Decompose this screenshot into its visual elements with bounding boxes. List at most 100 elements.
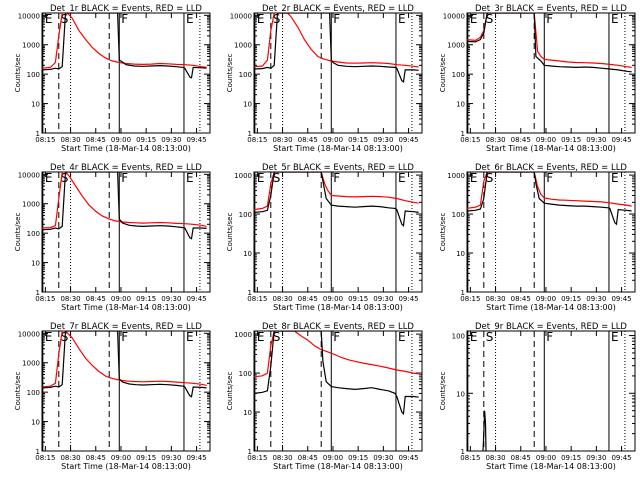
lld-series-line xyxy=(254,13,419,68)
y-tick-label: 1 xyxy=(36,448,40,456)
y-tick-label: 10000 xyxy=(18,171,40,179)
x-tick-label: 09:15 xyxy=(348,295,368,303)
y-tick-label: 1 xyxy=(461,289,465,297)
x-tick-label: 08:15 xyxy=(247,454,267,462)
y-tick-label: 10000 xyxy=(230,12,252,20)
y-axis-label: Counts/sec xyxy=(14,213,22,252)
y-tick-label: 1000 xyxy=(447,172,465,180)
time-marker-label: E xyxy=(45,330,53,344)
y-tick-label: 10 xyxy=(31,260,40,268)
time-marker-label: F xyxy=(121,330,128,344)
y-tick-label: 100 xyxy=(452,333,465,341)
time-marker-label: F xyxy=(546,12,553,26)
y-tick-label: 10 xyxy=(31,419,40,427)
x-tick-label: 08:15 xyxy=(460,454,480,462)
y-tick-label: 10 xyxy=(31,101,40,109)
y-tick-label: 1 xyxy=(36,130,40,138)
events-series-line xyxy=(467,172,632,226)
y-tick-label: 1000 xyxy=(22,201,40,209)
time-marker-label: E xyxy=(470,171,478,185)
x-tick-label: 08:15 xyxy=(247,295,267,303)
y-tick-label: 10000 xyxy=(443,12,465,20)
y-tick-label: 1 xyxy=(248,130,252,138)
x-tick-label: 09:00 xyxy=(111,454,131,462)
x-tick-label: 08:15 xyxy=(35,136,55,144)
plot-frame xyxy=(41,171,211,293)
time-marker-label: E xyxy=(186,171,194,185)
lld-series-line xyxy=(254,331,419,378)
y-tick-label: 100 xyxy=(452,211,465,219)
x-axis-label: Start Time (18-Mar-14 08:13:00) xyxy=(486,462,616,471)
x-tick-label: 09:30 xyxy=(373,295,393,303)
x-tick-label: 09:30 xyxy=(373,454,393,462)
x-tick-label: 09:45 xyxy=(186,136,206,144)
x-axis-label: Start Time (18-Mar-14 08:13:00) xyxy=(61,303,191,312)
x-tick-label: 08:45 xyxy=(86,295,106,303)
x-axis-label: Start Time (18-Mar-14 08:13:00) xyxy=(61,462,191,471)
y-tick-label: 10 xyxy=(456,101,465,109)
y-tick-label: 100 xyxy=(27,71,40,79)
detector-panel-4: 1 10 100 1000 10000 08:15 08:30 08:45 09:00 09:15… xyxy=(14,163,211,312)
x-tick-label: 08:45 xyxy=(298,295,318,303)
x-tick-label: 09:15 xyxy=(136,454,156,462)
x-tick-label: 09:30 xyxy=(373,136,393,144)
x-tick-label: 09:45 xyxy=(611,454,631,462)
y-axis-label: Counts/sec xyxy=(226,372,234,411)
y-tick-label: 1 xyxy=(36,289,40,297)
plot-frame xyxy=(253,330,423,452)
y-tick-label: 1 xyxy=(461,130,465,138)
y-tick-label: 10000 xyxy=(18,12,40,20)
time-marker-label: E xyxy=(470,12,478,26)
lld-series-line xyxy=(42,172,207,229)
time-marker-label: F xyxy=(546,330,553,344)
x-tick-label: 08:15 xyxy=(460,295,480,303)
time-marker-label: E xyxy=(611,330,619,344)
y-tick-label: 1 xyxy=(461,448,465,456)
detector-panel-8: 1 10 100 1000 08:15 08:30 08:45 09:00 09:15 09:30… xyxy=(226,322,423,471)
detector-panel-5: 1 10 100 1000 08:15 08:30 08:45 09:00 09:15 09:30… xyxy=(226,163,423,312)
y-tick-label: 1 xyxy=(248,448,252,456)
y-tick-label: 100 xyxy=(239,71,252,79)
x-tick-label: 09:00 xyxy=(111,295,131,303)
x-tick-label: 09:15 xyxy=(136,136,156,144)
y-tick-label: 1 xyxy=(248,289,252,297)
panel-title: Det_2r BLACK = Events, RED = LLD xyxy=(262,4,414,14)
time-marker-label: F xyxy=(121,12,128,26)
y-axis-label: Counts/sec xyxy=(14,372,22,411)
y-tick-label: 100 xyxy=(239,211,252,219)
time-marker-label: F xyxy=(333,330,340,344)
events-series-line xyxy=(254,172,419,228)
panel-title: Det_9r BLACK = Events, RED = LLD xyxy=(475,322,627,332)
x-tick-label: 08:30 xyxy=(60,454,80,462)
time-marker-label: S xyxy=(486,12,494,26)
x-tick-label: 08:30 xyxy=(485,136,505,144)
time-marker-label: E xyxy=(257,171,265,185)
time-marker-label: S xyxy=(486,171,494,185)
x-tick-label: 09:15 xyxy=(561,136,581,144)
y-tick-label: 100 xyxy=(452,71,465,79)
time-marker-label: E xyxy=(257,330,265,344)
plot-frame xyxy=(41,330,211,452)
detector-panel-1: 1 10 100 1000 10000 08:15 08:30 08:45 09:00 09:15… xyxy=(14,4,211,153)
x-tick-label: 09:30 xyxy=(161,136,181,144)
x-axis-label: Start Time (18-Mar-14 08:13:00) xyxy=(273,303,403,312)
x-tick-label: 08:45 xyxy=(511,295,531,303)
panel-title: Det_5r BLACK = Events, RED = LLD xyxy=(262,163,414,173)
x-tick-label: 09:15 xyxy=(348,136,368,144)
x-tick-label: 09:45 xyxy=(611,295,631,303)
x-tick-label: 08:45 xyxy=(86,136,106,144)
detector-panel-2: 1 10 100 1000 10000 08:15 08:30 08:45 09:00 09:15… xyxy=(226,4,423,153)
panel-title: Det_8r BLACK = Events, RED = LLD xyxy=(262,322,414,332)
y-axis-label: Counts/sec xyxy=(226,213,234,252)
y-tick-label: 100 xyxy=(27,389,40,397)
x-axis-label: Start Time (18-Mar-14 08:13:00) xyxy=(273,462,403,471)
x-tick-label: 09:00 xyxy=(536,454,556,462)
time-marker-label: S xyxy=(486,330,494,344)
y-tick-label: 10 xyxy=(243,250,252,258)
time-marker-label: F xyxy=(333,12,340,26)
y-axis-label: Counts/sec xyxy=(439,372,447,411)
events-series-line xyxy=(254,331,419,416)
time-marker-label: E xyxy=(611,171,619,185)
x-tick-label: 08:45 xyxy=(511,136,531,144)
